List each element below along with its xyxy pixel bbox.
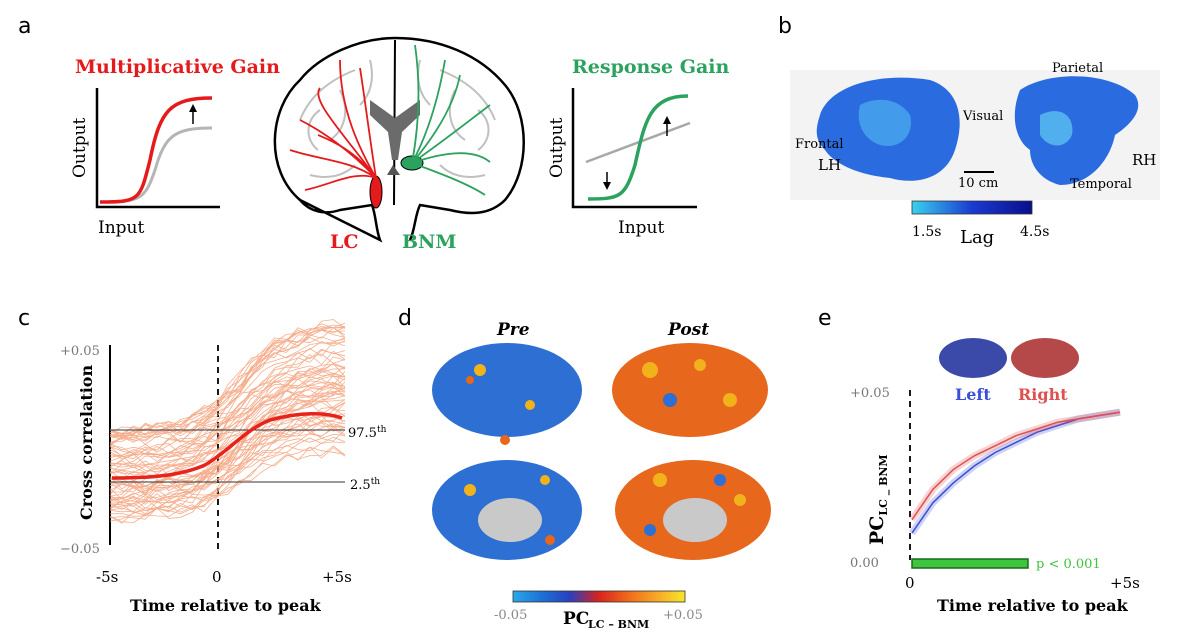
bootstrap-sample-line [109,413,346,520]
response-gain-plot [571,88,697,209]
pre-label: Pre [496,320,530,340]
panel-e-plot [909,338,1121,569]
cortex-maps [432,343,771,560]
bootstrap-sample-line [109,324,346,447]
label-frontal: Frontal [795,137,844,152]
bootstrap-sample-line [109,429,346,499]
panel-label-b: b [778,14,792,39]
bootstrap-sample-line [109,419,346,501]
panel-label-e: e [818,306,832,331]
bootstrap-sample-line [109,366,346,456]
bootstrap-sample-line [109,390,345,490]
e-xtick-0: 0 [905,574,915,592]
response-gain-title: Response Gain [572,56,730,78]
multiplicative-gain-title: Multiplicative Gain [75,56,280,78]
bootstrap-sample-line [109,382,346,509]
c-ytop-label: +0.05 [60,344,100,359]
panel-c-plot [109,319,346,553]
right-hemisphere-label: Right [1018,385,1068,404]
pc-min-label: -0.05 [494,608,527,623]
right-input-label: Input [618,218,664,238]
pc-colorbar-label: PC [563,609,589,629]
brain-diagram [273,36,525,243]
bootstrap-sample-line [109,402,346,475]
label-lh: LH [818,156,841,174]
bootstrap-sample-line [109,368,346,435]
left-output-label: Output [70,117,90,178]
significance-label: p < 0.001 [1036,557,1101,572]
bootstrap-sample-line [109,445,346,524]
panel-label-a: a [18,14,32,39]
c-xtick-0: -5s [96,568,118,586]
series-band-right [909,408,1121,522]
bootstrap-sample-line [109,322,346,436]
bootstrap-sample-line [109,353,346,468]
left-input-label: Input [98,218,144,238]
e-ybottom-label: 0.00 [850,556,879,571]
bootstrap-sample-line [109,436,346,513]
c-xtick-1: 0 [212,568,222,586]
c-ybottom-label: −0.05 [60,542,100,557]
bootstrap-sample-line [109,326,346,436]
panel-label-c: c [18,306,31,331]
scale-bar-label: 10 cm [958,176,998,191]
upper-threshold-label: 97.5th [348,425,387,441]
bootstrap-sample-line [109,340,346,443]
significance-bar [911,558,1029,569]
series-band-left [909,408,1121,536]
lag-colorbar [911,200,1033,215]
bootstrap-sample-line [109,401,346,495]
lower-threshold-label: 2.5th [350,477,380,493]
c-xlabel: Time relative to peak [130,596,322,615]
bootstrap-sample-line [109,329,346,441]
lag-min-label: 1.5s [912,224,941,240]
pc-max-label: +0.05 [663,608,703,623]
series-line-left [911,411,1121,534]
e-xlabel: Time relative to peak [937,596,1129,615]
bootstrap-sample-line [109,341,346,439]
label-visual: Visual [962,109,1003,124]
flatmap-graphics [790,70,1160,215]
bootstrap-sample-line [109,370,346,456]
mean-cross-correlation-line [111,411,343,480]
c-xtick-2: +5s [322,568,352,586]
bootstrap-sample-line [109,446,346,516]
bootstrap-sample-line [109,383,346,460]
left-hemisphere-label: Left [955,385,991,404]
e-ytop-label: +0.05 [850,386,890,401]
bootstrap-sample-line [109,363,346,437]
post-label: Post [667,320,709,340]
panel-label-d: d [398,306,412,331]
lag-label: Lag [960,227,994,248]
lag-max-label: 4.5s [1020,224,1049,240]
pc-colorbar-sub: LC – BNM [588,618,649,631]
bootstrap-sample-line [109,380,346,451]
e-xtick-1: +5s [1110,574,1140,592]
bnm-label: BNM [402,231,456,253]
label-temporal: Temporal [1070,177,1132,192]
label-rh: RH [1132,151,1156,169]
bootstrap-sample-line [109,382,346,468]
bootstrap-sample-line [109,416,346,515]
bootstrap-sample-line [109,446,346,524]
bootstrap-sample-line [109,391,346,504]
bootstrap-sample-line [109,370,346,443]
label-parietal: Parietal [1052,61,1103,76]
series-line-right [911,411,1121,521]
multiplicative-gain-plot [95,88,220,209]
bootstrap-sample-line [109,362,346,491]
c-ylabel: Cross correlation [77,365,96,520]
e-ylabel: PCLC _ BNM [866,454,891,545]
lc-label: LC [330,231,358,253]
bootstrap-sample-line [109,415,346,490]
pc-colorbar [512,590,686,603]
right-output-label: Output [547,117,567,178]
